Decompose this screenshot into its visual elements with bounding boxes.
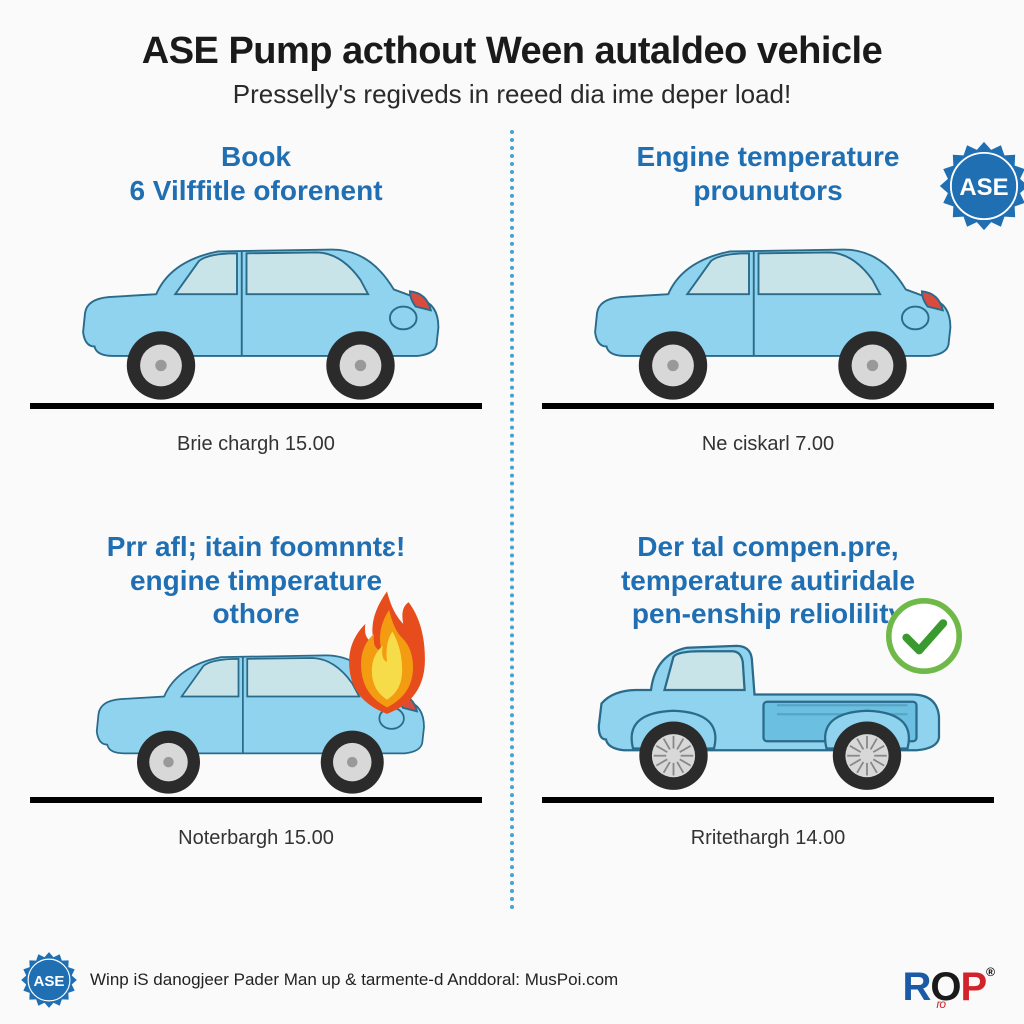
caption: Noterbargh 15.00 [30, 827, 482, 850]
caption: Brie chargh 15.00 [30, 433, 482, 456]
car-stage [542, 641, 994, 821]
cell-top-right: Engine temperature prounutors ASE Ne cis… [512, 130, 1024, 520]
svg-text:ASE: ASE [959, 174, 1008, 201]
car-stage [30, 217, 482, 427]
cell-title: Engine temperature prounutors [542, 140, 994, 207]
cell-top-left: Book 6 Vilffitle oforenent Brie chargh 1… [0, 130, 512, 520]
rop-letter-p: P [960, 965, 986, 1009]
footer-text: Winp iS danogjeer Pader Man up & tarment… [90, 970, 618, 990]
caption: Rritethargh 14.00 [542, 827, 994, 850]
caption: Ne ciskarl 7.00 [542, 433, 994, 456]
rop-logo: ROroP® [902, 965, 994, 1010]
rop-letter-o: Oro [930, 965, 960, 1009]
page-title: ASE Pump acthout Ween autaldeo vehicle [40, 30, 984, 73]
checkmark-icon [884, 596, 964, 681]
infographic-grid: Book 6 Vilffitle oforenent Brie chargh 1… [0, 130, 1024, 910]
header: ASE Pump acthout Ween autaldeo vehicle P… [0, 0, 1024, 120]
hatchback-car-icon [578, 222, 958, 409]
car-stage [542, 217, 994, 427]
flame-icon [332, 586, 442, 721]
registered-mark: ® [986, 965, 994, 979]
ase-badge-small-icon: ASE [20, 951, 78, 1009]
cell-bottom-left: Prr afl; itain foomnntɛ! engine timperat… [0, 520, 512, 910]
cell-title: Book 6 Vilffitle oforenent [30, 140, 482, 207]
page-subtitle: Presselly's regiveds in reeed dia ime de… [40, 79, 984, 110]
rop-letter-r: R [902, 965, 930, 1009]
cell-bottom-right: Der tal compen.pre, temperature autirida… [512, 520, 1024, 910]
car-stage [30, 641, 482, 821]
footer: ASE Winp iS danogjeer Pader Man up & tar… [20, 950, 1004, 1010]
svg-text:ASE: ASE [33, 973, 64, 990]
hatchback-car-icon [66, 222, 446, 409]
